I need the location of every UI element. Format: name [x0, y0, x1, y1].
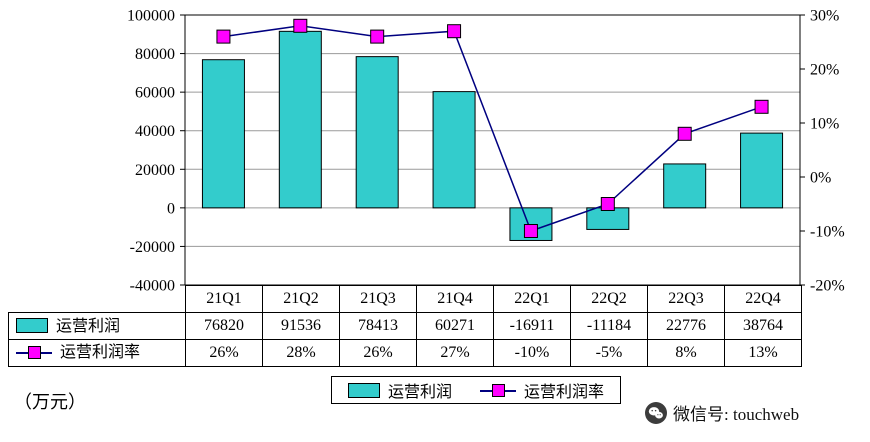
value-cell: 22776	[647, 312, 725, 340]
bar	[278, 30, 322, 209]
pct-axis-label: 0%	[810, 170, 831, 187]
plot-border	[184, 14, 801, 286]
line-marker	[600, 197, 615, 211]
legend-item-operating-profit: 运营利润	[348, 378, 452, 402]
y-axis-label: 60000	[135, 85, 175, 102]
line-marker	[293, 18, 308, 33]
pct-axis-label: 30%	[810, 8, 839, 25]
y-axis-label: 0	[167, 200, 175, 217]
category-cell: 21Q4	[416, 285, 494, 313]
pct-axis-label: 20%	[810, 62, 839, 79]
watermark: 微信号: touchweb	[645, 400, 799, 425]
row-header-operating-profit: 运营利润	[8, 312, 186, 340]
pct-axis-label: 10%	[810, 116, 839, 133]
value-cell: 8%	[647, 339, 725, 367]
value-cell: 38764	[724, 312, 802, 340]
value-cell: 60271	[416, 312, 494, 340]
bar-series-swatch	[16, 317, 48, 333]
table-row: 运营利润率 26% 28% 26% 27% -10% -5% 8% 13%	[8, 339, 802, 367]
bar	[432, 91, 476, 209]
bar-series-swatch	[348, 382, 380, 398]
category-cell: 21Q1	[185, 285, 263, 313]
row-header-operating-margin: 运营利润率	[8, 339, 186, 367]
value-cell: 78413	[339, 312, 417, 340]
category-cell: 22Q4	[724, 285, 802, 313]
value-cell: 91536	[262, 312, 340, 340]
value-cell: -10%	[493, 339, 571, 367]
bar	[740, 132, 784, 209]
category-cell: 21Q3	[339, 285, 417, 313]
y-axis-label: 100000	[127, 8, 175, 25]
table-corner	[9, 286, 186, 313]
pct-axis-label: -10%	[810, 224, 845, 241]
category-cell: 22Q1	[493, 285, 571, 313]
combo-chart: 100000 80000 60000 40000 20000 0 -20000 -40000 3…	[127, 8, 845, 293]
y-axis-label: 20000	[135, 162, 175, 179]
category-cell: 22Q3	[647, 285, 725, 313]
y-axis-label: -20000	[130, 239, 175, 256]
category-row: 21Q1 21Q2 21Q3 21Q4 22Q1 22Q2 22Q3 22Q4	[9, 285, 802, 313]
category-cell: 21Q2	[262, 285, 340, 313]
line-series-swatch	[480, 383, 517, 397]
value-cell: -5%	[570, 339, 648, 367]
y-axis-label: 80000	[135, 46, 175, 63]
line-marker	[370, 29, 385, 44]
value-cell: -16911	[493, 312, 571, 340]
bar	[586, 207, 630, 230]
bar	[663, 163, 707, 209]
bar	[201, 59, 245, 209]
legend-item-operating-margin: 运营利润率	[480, 378, 604, 402]
y-axis-label: -40000	[130, 278, 175, 293]
y-axis-label: 40000	[135, 123, 175, 140]
legend-label: 运营利润率	[524, 384, 605, 401]
line-marker	[447, 24, 462, 39]
value-cell: 76820	[185, 312, 263, 340]
value-cell: 26%	[185, 339, 263, 367]
line-marker	[677, 126, 692, 141]
bar	[355, 56, 399, 209]
pct-axis-label: -20%	[810, 278, 845, 293]
value-cell: 26%	[339, 339, 417, 367]
chart-legend: 运营利润 运营利润率	[331, 376, 622, 404]
row-label: 运营利润	[56, 317, 121, 335]
table-row: 运营利润 76820 91536 78413 60271 -16911 -11184 227…	[8, 312, 802, 340]
row-label: 运营利润率	[60, 344, 141, 361]
line-marker	[216, 29, 231, 44]
margin-line	[223, 25, 762, 232]
value-cell: -11184	[570, 312, 648, 340]
value-cell: 28%	[262, 339, 340, 367]
legend-label: 运营利润	[388, 384, 453, 401]
unit-label: （万元）	[14, 392, 86, 412]
value-cell: 13%	[724, 339, 802, 367]
category-cell: 22Q2	[570, 285, 648, 313]
line-series-swatch	[16, 346, 52, 359]
line-marker	[523, 224, 538, 238]
line-marker	[754, 99, 769, 114]
quarter-data-table: 21Q1 21Q2 21Q3 21Q4 22Q1 22Q2 22Q3 22Q4 运营利润 76…	[8, 285, 802, 367]
value-cell: 27%	[416, 339, 494, 367]
wechat-icon	[645, 401, 667, 424]
watermark-text: 微信号: touchweb	[673, 405, 800, 424]
